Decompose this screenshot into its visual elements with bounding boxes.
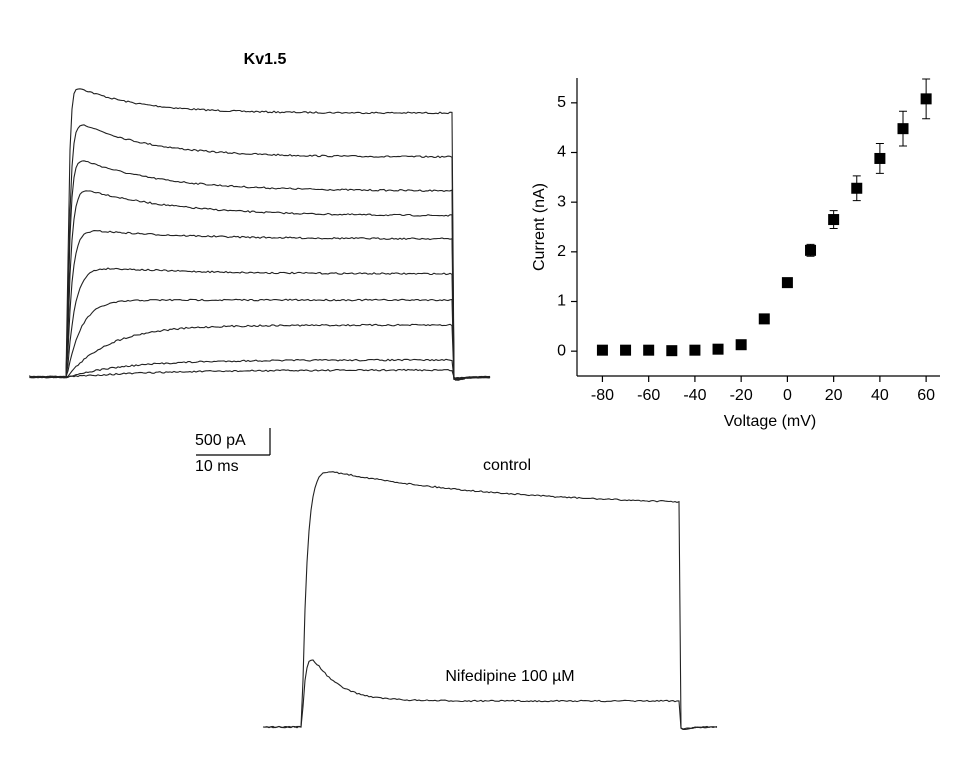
y-tick-label: 2 xyxy=(557,243,566,260)
data-point xyxy=(781,277,793,289)
data-point xyxy=(758,313,770,325)
current-trace xyxy=(29,298,491,381)
data-point xyxy=(851,182,863,194)
current-trace xyxy=(29,358,490,380)
current-trace xyxy=(29,368,491,380)
data-point xyxy=(712,343,724,355)
data-point xyxy=(897,123,909,135)
x-tick-label: -20 xyxy=(730,387,753,404)
y-tick-label: 3 xyxy=(557,193,566,210)
current-trace xyxy=(29,88,491,381)
current-trace xyxy=(29,267,491,380)
data-point xyxy=(805,244,817,256)
data-point xyxy=(643,344,655,356)
data-point xyxy=(828,214,840,226)
current-trace xyxy=(29,230,491,380)
x-tick-label: 20 xyxy=(825,387,843,404)
y-tick-label: 0 xyxy=(557,342,566,359)
x-axis-label: Voltage (mV) xyxy=(724,413,816,430)
y-tick-label: 5 xyxy=(557,94,566,111)
current-trace xyxy=(29,190,491,381)
panel-title: Kv1.5 xyxy=(244,51,287,68)
current-trace xyxy=(262,659,718,731)
x-tick-label: -40 xyxy=(683,387,706,404)
y-tick-label: 1 xyxy=(557,293,566,310)
data-point xyxy=(666,345,678,357)
y-axis-label: Current (nA) xyxy=(531,183,548,271)
trace-label: Nifedipine 100 µM xyxy=(445,668,574,685)
current-trace xyxy=(29,323,491,380)
current-trace xyxy=(29,124,491,381)
scale-label-x: 10 ms xyxy=(195,458,239,475)
x-tick-label: -80 xyxy=(591,387,614,404)
scale-label-y: 500 pA xyxy=(195,432,246,449)
data-point xyxy=(874,152,886,164)
y-tick-label: 4 xyxy=(557,144,566,161)
data-point xyxy=(735,339,747,351)
current-trace xyxy=(29,160,491,381)
x-tick-label: 0 xyxy=(783,387,792,404)
x-tick-label: 60 xyxy=(917,387,935,404)
current-trace xyxy=(262,471,718,730)
data-point xyxy=(596,344,608,356)
data-point xyxy=(920,93,932,105)
x-tick-label: -60 xyxy=(637,387,660,404)
x-tick-label: 40 xyxy=(871,387,889,404)
trace-label: control xyxy=(483,457,531,474)
data-point xyxy=(689,344,701,356)
data-point xyxy=(620,344,632,356)
